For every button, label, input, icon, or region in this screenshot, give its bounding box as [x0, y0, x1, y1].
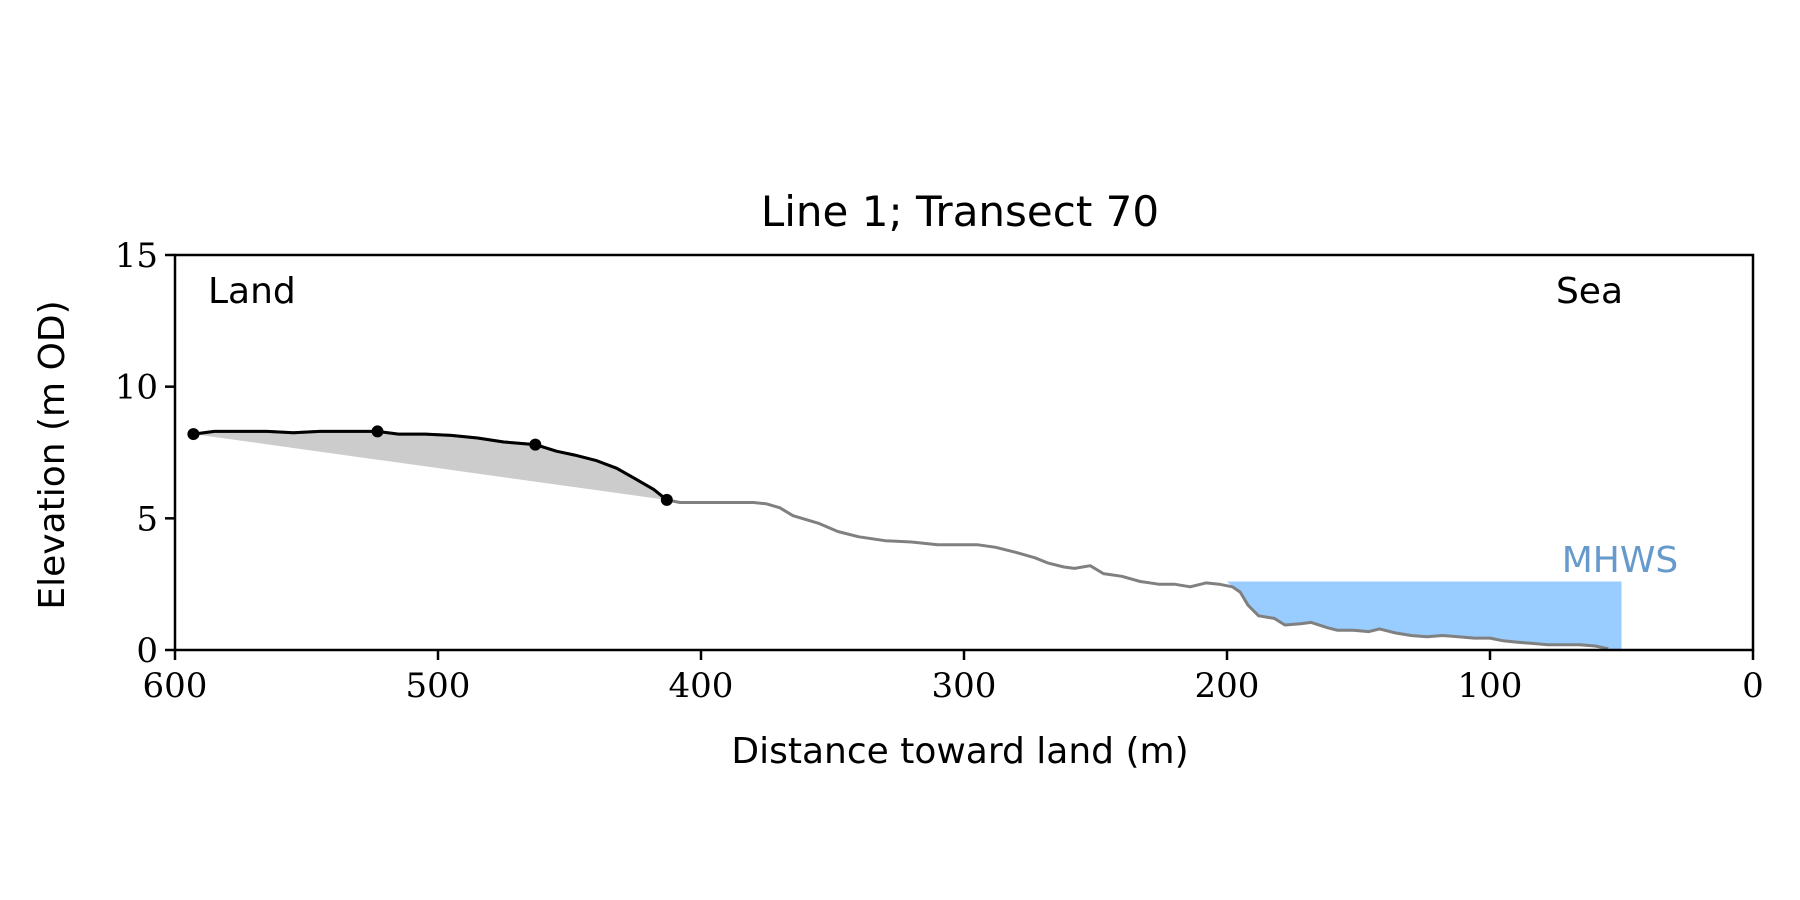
highlight-point — [529, 438, 542, 451]
chart-title: Line 1; Transect 70 — [761, 187, 1159, 236]
highlight-point — [660, 493, 673, 506]
plot-area: 600 500 400 300 200 100 0 0 5 10 15 — [115, 236, 1764, 706]
highlight-point — [187, 428, 200, 441]
x-tick-label: 200 — [1195, 666, 1260, 706]
x-axis-label: Distance toward land (m) — [731, 731, 1188, 772]
y-tick-label: 5 — [136, 499, 158, 539]
y-tick-label: 10 — [115, 368, 158, 408]
x-tick-label: 400 — [669, 666, 734, 706]
y-tick-label: 15 — [115, 236, 158, 276]
highlight-point — [371, 425, 384, 438]
highlight-segment-line — [193, 429, 668, 502]
cliff-fill-area — [193, 431, 667, 500]
y-tick-label: 0 — [136, 631, 158, 671]
y-axis-label: Elevation (m OD) — [32, 300, 73, 609]
x-tick-label: 0 — [1742, 666, 1764, 706]
x-tick-label: 600 — [143, 666, 208, 706]
x-tick-label: 300 — [932, 666, 997, 706]
x-tick-label: 500 — [406, 666, 471, 706]
x-tick-label: 100 — [1458, 666, 1523, 706]
mhws-label: MHWS — [1562, 540, 1679, 581]
land-annotation: Land — [208, 271, 296, 312]
sea-annotation: Sea — [1556, 271, 1623, 312]
mhws-water-area — [1227, 581, 1622, 650]
